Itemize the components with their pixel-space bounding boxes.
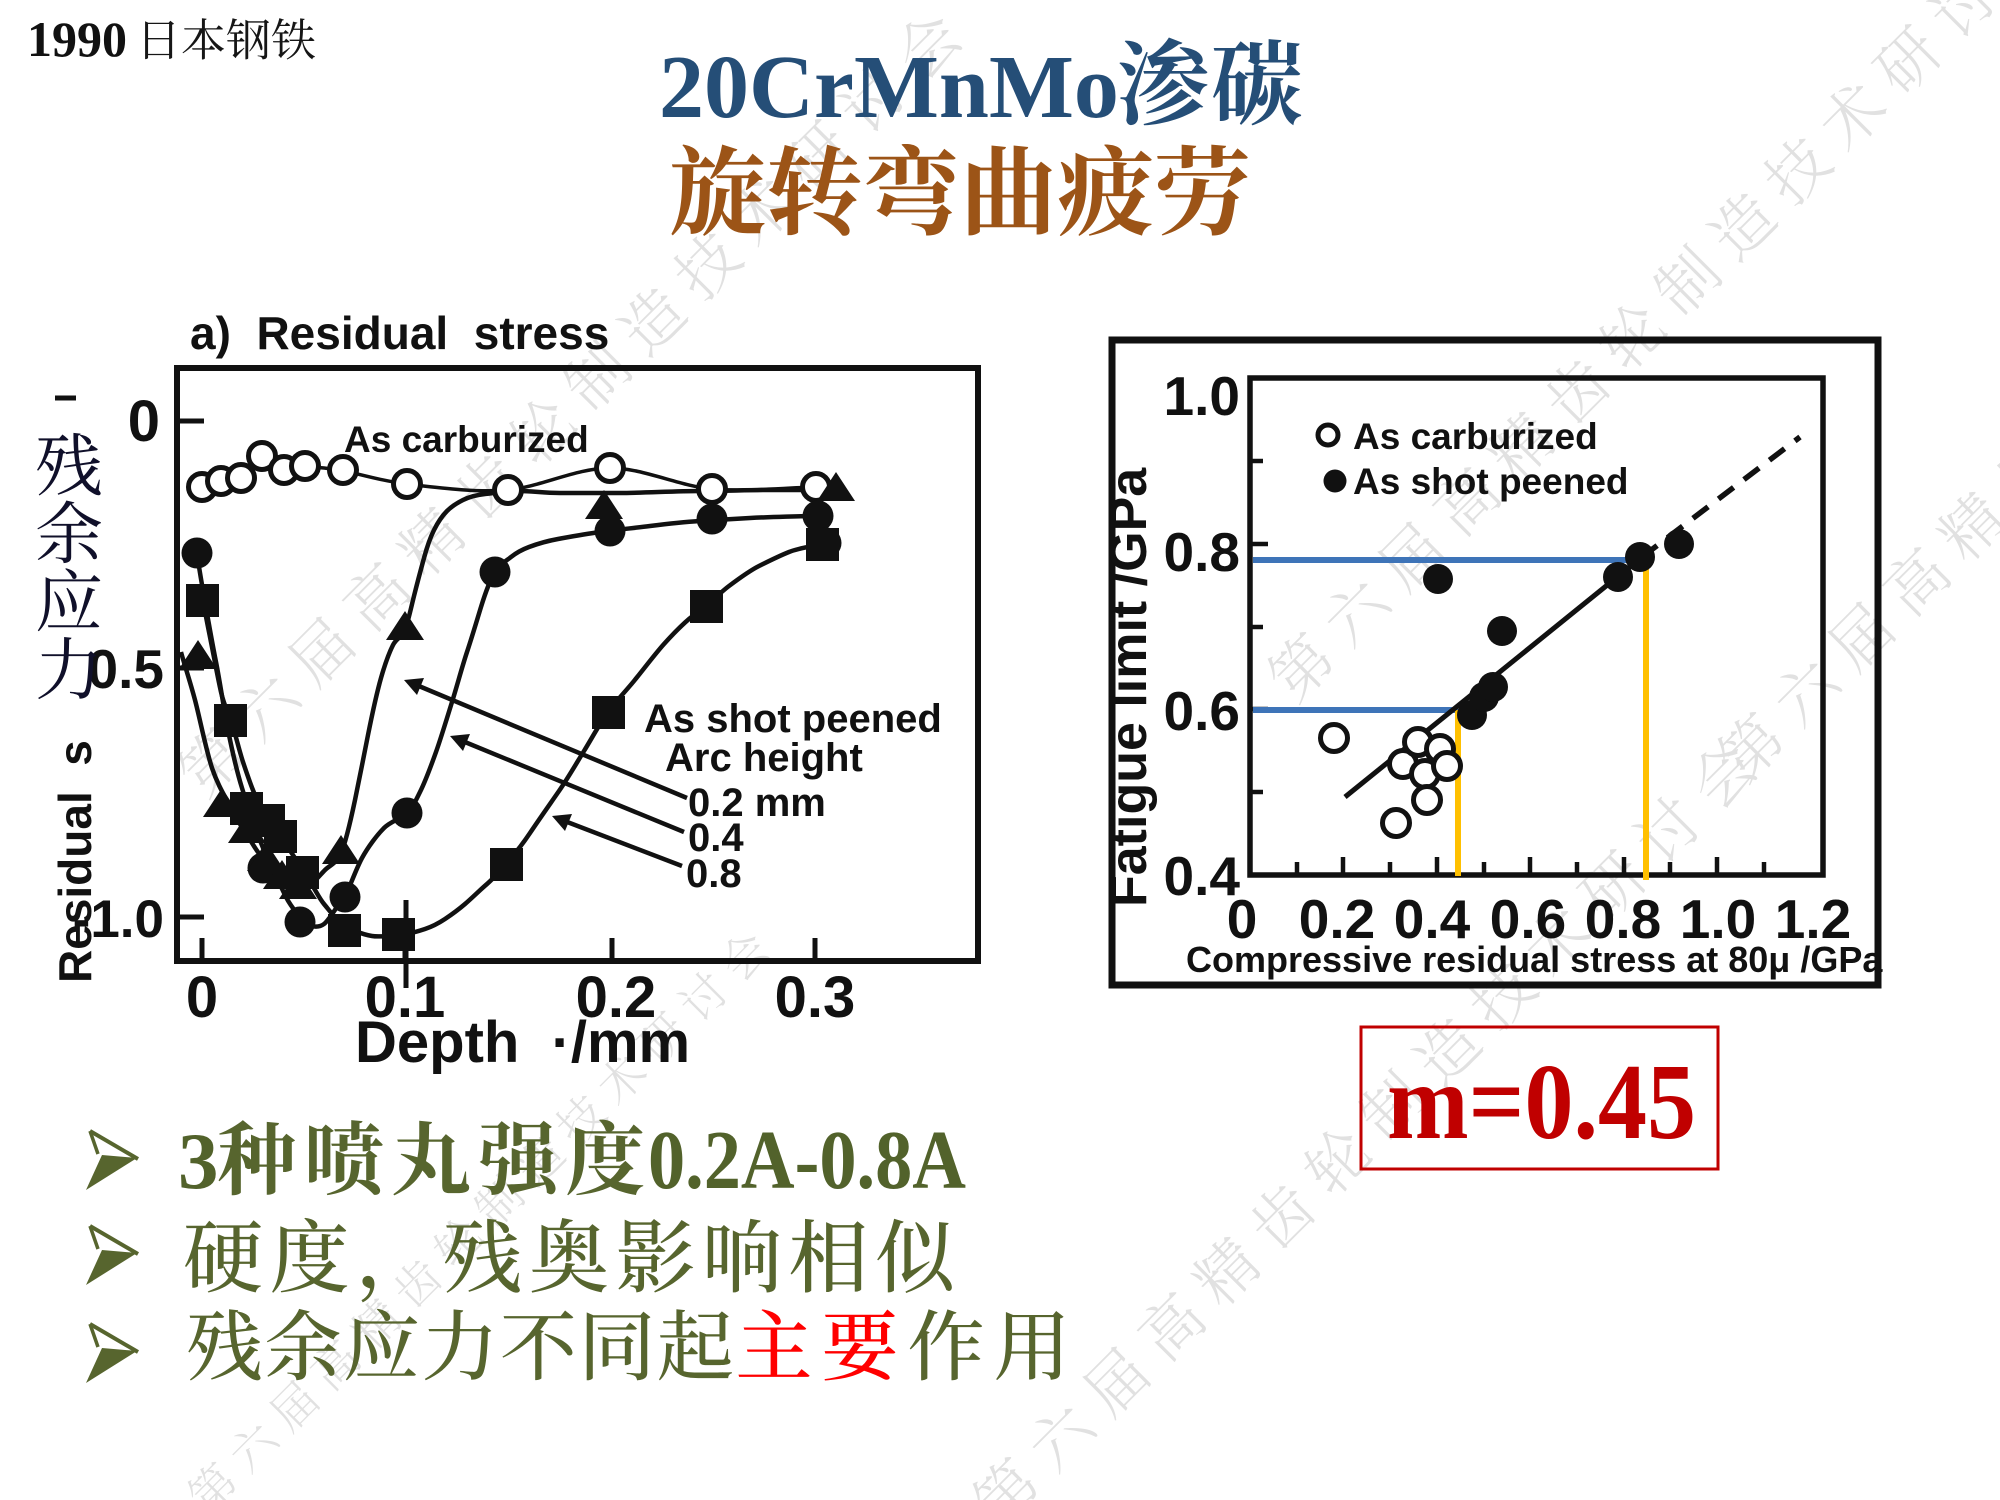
svg-text:3: 3 — [178, 1116, 219, 1206]
svg-text:0.2: 0.2 — [1299, 888, 1375, 950]
svg-text:0: 0 — [186, 965, 218, 1030]
svg-text:0.5: 0.5 — [88, 638, 164, 700]
svg-text:-1.0: -1.0 — [73, 890, 164, 949]
svg-text:1.0: 1.0 — [1680, 888, 1756, 950]
svg-text:0.6: 0.6 — [1164, 680, 1240, 742]
svg-text:1990: 1990 — [27, 11, 127, 67]
svg-text:0: 0 — [128, 389, 160, 454]
svg-text:As shot peened: As shot peened — [644, 697, 942, 741]
svg-text:Arc height: Arc height — [665, 736, 863, 780]
svg-text:20CrMnMo: 20CrMnMo — [659, 38, 1119, 137]
svg-text:0.2: 0.2 — [576, 965, 657, 1030]
svg-text:m=0.45: m=0.45 — [1387, 1043, 1696, 1162]
svg-text:0.4: 0.4 — [1394, 888, 1471, 950]
svg-text:0.4: 0.4 — [1164, 845, 1241, 907]
svg-text:As carburized: As carburized — [344, 419, 589, 460]
svg-text:Depth ·/mm: Depth ·/mm — [355, 1010, 690, 1075]
svg-text:As carburized: As carburized — [1353, 416, 1598, 457]
svg-text:Residual s: Residual s — [49, 740, 101, 983]
svg-text:Fatigue limit /GPa: Fatigue limit /GPa — [1100, 467, 1158, 907]
svg-text:a) Residual stress: a) Residual stress — [190, 307, 609, 359]
svg-text:Compressive residual stress at: Compressive residual stress at 80μ /GPa — [1186, 939, 1883, 980]
svg-text:0.3: 0.3 — [775, 965, 856, 1030]
svg-text:0: 0 — [1227, 888, 1258, 950]
svg-text:0.8: 0.8 — [686, 852, 742, 896]
svg-text:0.2 mm: 0.2 mm — [688, 781, 826, 825]
svg-text:0.4: 0.4 — [688, 816, 744, 860]
svg-text:0.8: 0.8 — [1585, 888, 1661, 950]
svg-text:0.6: 0.6 — [1490, 888, 1566, 950]
svg-text:1.0: 1.0 — [1164, 365, 1240, 427]
svg-text:0.8: 0.8 — [1164, 521, 1240, 583]
svg-text:1.2: 1.2 — [1775, 888, 1851, 950]
svg-text:0.2A-0.8A: 0.2A-0.8A — [648, 1114, 966, 1207]
svg-text:As shot peened: As shot peened — [1353, 461, 1629, 502]
